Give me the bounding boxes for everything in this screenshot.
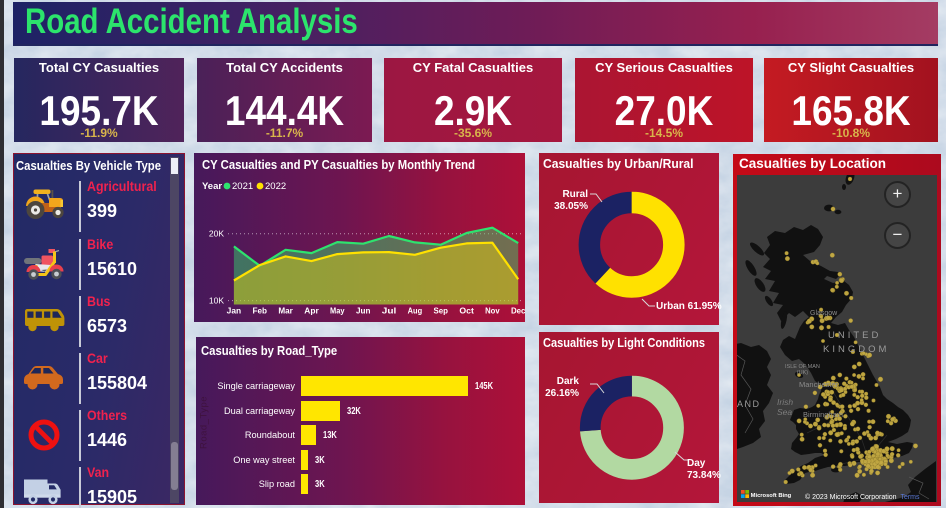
svg-text:10K: 10K [209,296,224,306]
svg-text:Jan: Jan [227,306,242,316]
svg-text:Apr: Apr [304,306,319,316]
svg-text:20K: 20K [209,229,224,239]
svg-text:Oct: Oct [459,306,474,316]
svg-text:Jul: Jul [382,306,397,316]
svg-text:Jun: Jun [356,306,371,316]
svg-text:Nov: Nov [485,306,500,316]
svg-text:Sep: Sep [433,306,448,316]
svg-text:2021: 2021 [232,181,253,192]
svg-text:Dec: Dec [511,306,526,316]
svg-text:Aug: Aug [408,306,423,316]
svg-text:May: May [330,306,345,316]
svg-text:Year: Year [202,181,222,192]
svg-text:Mar: Mar [278,306,293,316]
svg-text:Feb: Feb [253,306,267,316]
svg-text:2022: 2022 [265,181,286,192]
